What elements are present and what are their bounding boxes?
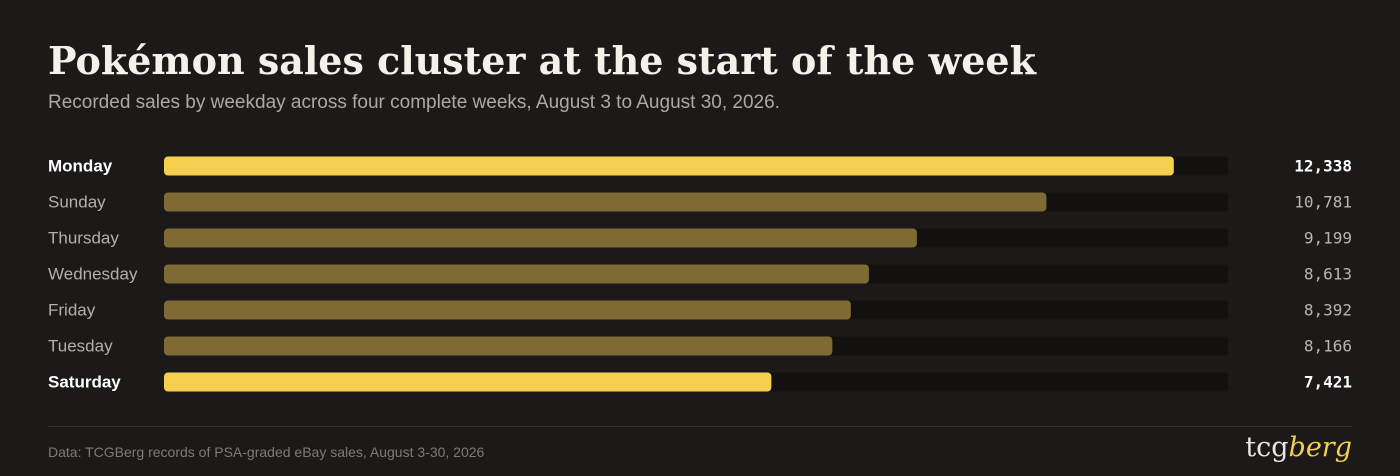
bar-monday (164, 156, 1174, 176)
logo-text-tcg: tcg (1245, 432, 1289, 463)
value-label-saturday: 7,421 (1304, 373, 1352, 392)
value-label-sunday: 10,781 (1294, 193, 1352, 212)
bar-sunday (164, 192, 1047, 212)
bar-friday (164, 300, 851, 320)
tcgberg-logo: tcgberg (1245, 430, 1352, 465)
source-note: Data: TCGBerg records of PSA-graded eBay… (48, 444, 485, 460)
category-label-thursday: Thursday (48, 229, 119, 248)
category-label-tuesday: Tuesday (48, 337, 113, 356)
category-label-monday: Monday (48, 157, 113, 176)
bar-thursday (164, 228, 917, 248)
category-label-saturday: Saturday (48, 373, 121, 392)
value-label-thursday: 9,199 (1304, 229, 1352, 248)
value-label-wednesday: 8,613 (1304, 265, 1352, 284)
value-label-friday: 8,392 (1304, 301, 1352, 320)
category-label-sunday: Sunday (48, 193, 106, 212)
value-label-monday: 12,338 (1294, 157, 1352, 176)
category-label-friday: Friday (48, 301, 96, 320)
bar-tuesday (164, 336, 833, 356)
chart-subtitle: Recorded sales by weekday across four co… (48, 92, 780, 113)
chart-title: Pokémon sales cluster at the start of th… (48, 38, 1036, 83)
value-label-tuesday: 8,166 (1304, 337, 1352, 356)
footer-divider (48, 426, 1352, 427)
category-label-wednesday: Wednesday (48, 265, 138, 284)
bar-saturday (164, 372, 772, 392)
logo-text-berg: berg (1288, 432, 1352, 463)
bar-wednesday (164, 264, 869, 284)
